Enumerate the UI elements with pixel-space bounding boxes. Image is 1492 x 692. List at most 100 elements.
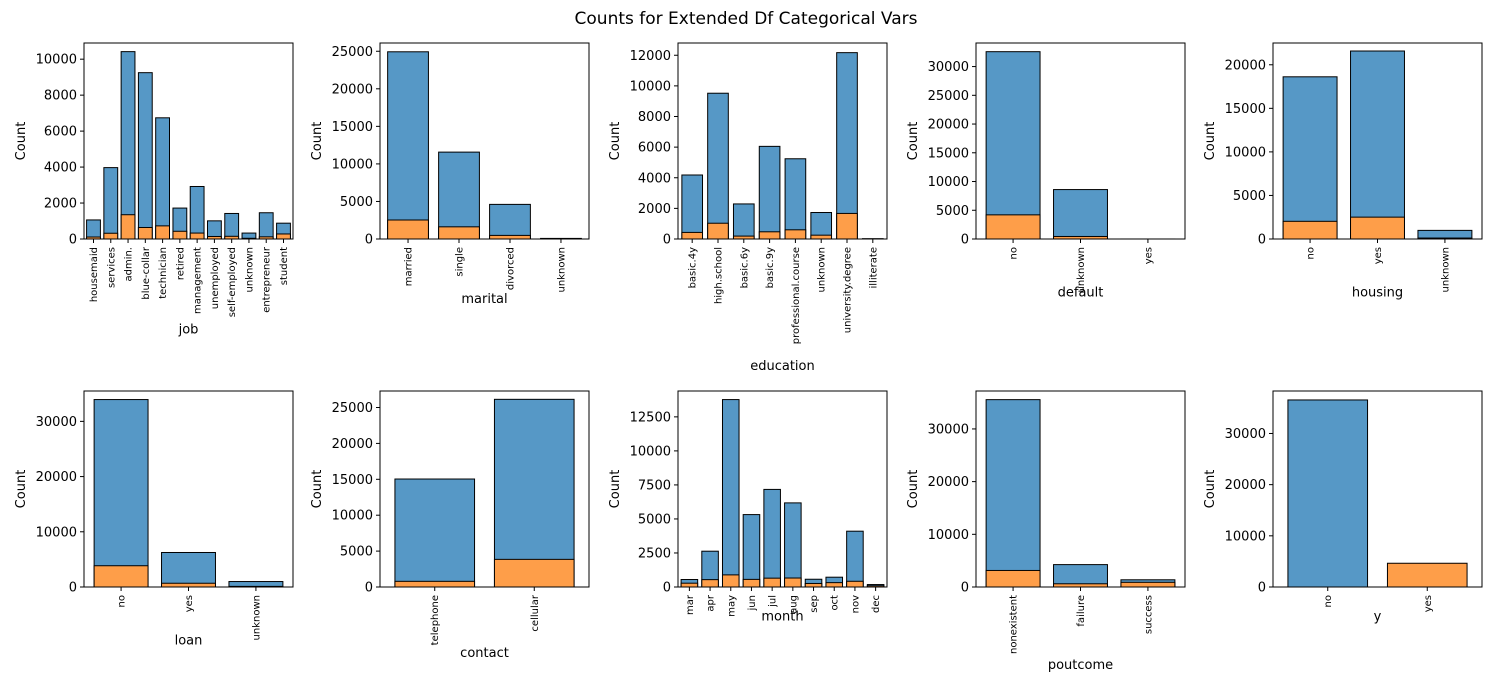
- ytick-label: 0: [961, 233, 969, 248]
- ytick-label: 15000: [332, 473, 373, 488]
- ytick-label: 10000: [1225, 145, 1266, 160]
- xtick-label: self-employed: [227, 247, 238, 317]
- axes-frame: [379, 390, 590, 588]
- xtick-label: unknown: [251, 595, 262, 640]
- bar-no-series0: [1282, 76, 1338, 240]
- x-axis-label: job: [178, 322, 199, 337]
- subplot-y: 0 10000 20000 30000 no yes y Count: [1203, 390, 1483, 624]
- ytick-label: 5000: [936, 204, 969, 219]
- ytick-label: 2000: [44, 197, 77, 212]
- ytick-label: 0: [365, 233, 373, 248]
- y-axis-label: Count: [906, 122, 921, 161]
- bar-married-series0: [387, 51, 429, 240]
- ytick-label: 25000: [332, 45, 373, 60]
- xtick-label: unknown: [817, 247, 828, 292]
- axes-frame: [975, 390, 1186, 588]
- ytick-label: 30000: [928, 60, 969, 75]
- x-axis-label: contact: [460, 646, 509, 661]
- ytick-label: 2500: [638, 546, 671, 561]
- bar-no-series0: [93, 399, 149, 588]
- xtick-label: services: [106, 247, 117, 288]
- y-axis-label: Count: [14, 122, 29, 161]
- ytick-label: 12500: [630, 410, 671, 425]
- xtick-label: oct: [830, 595, 841, 611]
- subplot-loan: 0 10000 20000 30000 no yes unknown loan Count: [14, 390, 294, 649]
- ytick-label: 2000: [638, 202, 671, 217]
- x-axis-label: housing: [1352, 286, 1403, 301]
- ytick-label: 0: [69, 233, 77, 248]
- bar-management-series0: [189, 185, 205, 240]
- ytick-label: 15000: [928, 146, 969, 161]
- xtick-label: dec: [871, 595, 882, 613]
- ytick-label: 0: [1258, 233, 1266, 248]
- xtick-label: cellular: [530, 594, 541, 631]
- ytick-label: 10000: [36, 525, 77, 540]
- xtick-label: technician: [158, 247, 169, 299]
- xtick-label: failure: [1076, 595, 1087, 627]
- ytick-label: 10000: [630, 79, 671, 94]
- ytick-label: 0: [365, 581, 373, 596]
- xtick-label: mar: [685, 594, 696, 615]
- bar-nonexistent-series1: [985, 569, 1041, 588]
- subplot-marital: 0 5000 10000 15000 20000 25000 married single di…: [310, 42, 590, 307]
- ytick-label: 0: [663, 581, 671, 596]
- subplot-default: 0 5000 10000 15000 20000 25000 30000 no unknown y…: [906, 42, 1186, 301]
- bar-technician-series1: [155, 225, 171, 240]
- bar-no-series0: [1287, 399, 1369, 588]
- bar-no-series1: [1282, 220, 1338, 240]
- bar-divorced-series0: [489, 203, 531, 240]
- xtick-label: no: [117, 595, 128, 607]
- y-axis-label: Count: [310, 470, 325, 509]
- xtick-label: sep: [809, 595, 820, 613]
- bar-cellular-series0: [493, 398, 575, 588]
- bar-housemaid-series0: [86, 219, 101, 240]
- xtick-label: yes: [184, 595, 195, 612]
- xtick-label: entrepreneur: [262, 246, 273, 313]
- xtick-label: jul: [768, 595, 779, 608]
- ytick-label: 0: [1258, 581, 1266, 596]
- bar-may-series0: [721, 399, 740, 588]
- subplot-education: 0 2000 4000 6000 8000 10000 12000 basic.4y high.…: [608, 42, 888, 374]
- bar-nonexistent-series0: [985, 399, 1041, 588]
- xtick-label: basic.4y: [688, 247, 699, 289]
- ytick-label: 20000: [1225, 58, 1266, 73]
- ytick-label: 30000: [1225, 427, 1266, 442]
- ytick-label: 30000: [928, 422, 969, 437]
- ytick-label: 5000: [340, 545, 373, 560]
- bar-yes-series1: [1386, 562, 1468, 588]
- axes-frame: [83, 42, 294, 240]
- ytick-label: 8000: [638, 110, 671, 125]
- xtick-label: housemaid: [89, 247, 100, 302]
- ytick-label: 0: [663, 233, 671, 248]
- xtick-label: management: [193, 247, 204, 314]
- ytick-label: 20000: [332, 82, 373, 97]
- bar-professional.course-series1: [784, 229, 807, 240]
- ytick-label: 10000: [928, 528, 969, 543]
- bar-blue-collar-series0: [137, 72, 153, 240]
- ytick-label: 10000: [36, 53, 77, 68]
- bar-self-employed-series0: [224, 212, 240, 240]
- axes-frame: [975, 42, 1186, 240]
- xtick-label: university.degree: [843, 247, 854, 333]
- xtick-label: student: [279, 247, 290, 285]
- xtick-label: no: [1009, 247, 1020, 259]
- y-axis-label: Count: [1203, 122, 1218, 161]
- subplot-housing: 0 5000 10000 15000 20000 no yes unknown housing C…: [1203, 42, 1483, 301]
- xtick-label: nov: [850, 595, 861, 613]
- xtick-label: high.school: [713, 247, 724, 304]
- y-axis-label: Count: [310, 122, 325, 161]
- y-axis-label: Count: [1203, 470, 1218, 509]
- ytick-label: 20000: [928, 118, 969, 133]
- xtick-label: no: [1306, 247, 1317, 259]
- y-axis-label: Count: [608, 470, 623, 509]
- x-axis-label: education: [750, 359, 815, 374]
- axes-frame: [1272, 42, 1483, 240]
- xtick-label: illiterate: [868, 247, 879, 289]
- ytick-label: 20000: [332, 437, 373, 452]
- bar-cellular-series1: [493, 558, 575, 588]
- ytick-label: 5000: [340, 195, 373, 210]
- x-axis-label: loan: [175, 634, 203, 649]
- bar-sep-series1: [804, 582, 823, 588]
- bar-no-series1: [93, 565, 149, 588]
- ytick-label: 25000: [332, 401, 373, 416]
